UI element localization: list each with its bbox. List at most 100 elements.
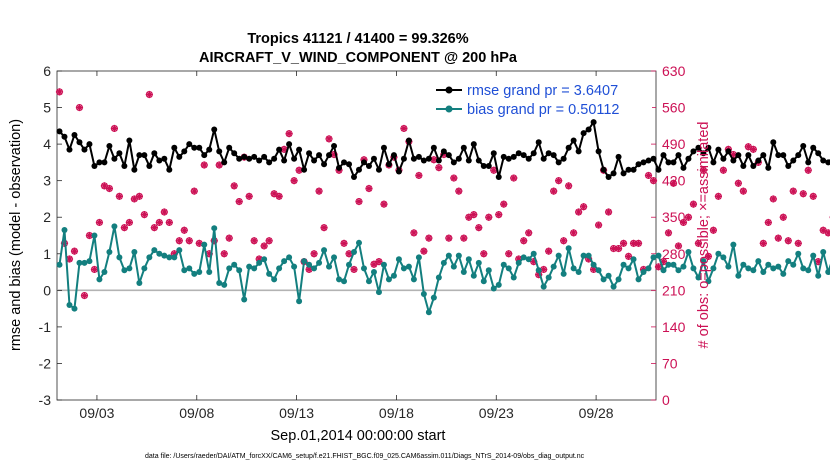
rmse-point (450, 159, 457, 166)
rmse-point (725, 148, 732, 155)
assimilated-obs-marker (530, 258, 538, 266)
bias-point (121, 267, 128, 274)
assimilated-obs-marker (425, 234, 433, 242)
rmse-point (600, 166, 607, 173)
rmse-point (355, 166, 362, 173)
rmse-point (620, 170, 627, 177)
rmse-point (131, 166, 138, 173)
assimilated-obs-marker (779, 213, 787, 221)
bias-point (61, 227, 68, 234)
bias-point (106, 248, 113, 255)
rmse-point (266, 159, 273, 166)
assimilated-obs-marker (370, 260, 378, 268)
bias-point (211, 225, 218, 232)
legend: rmse grand pr = 3.6407 bias grand pr = 0.… (430, 76, 652, 118)
assimilated-obs-marker (250, 237, 258, 245)
assimilated-obs-marker (245, 192, 253, 200)
bias-point (655, 252, 662, 259)
rmse-point (515, 150, 522, 157)
rmse-point (360, 159, 367, 166)
bias-point (221, 281, 228, 288)
bias-point (341, 278, 348, 285)
y-left-tick-label: 2 (43, 209, 51, 225)
assimilated-obs-marker (500, 200, 508, 208)
assimilated-obs-marker (799, 190, 807, 198)
bias-point (465, 256, 472, 263)
y-right-tick-label: 630 (662, 63, 686, 79)
bias-point (166, 254, 173, 261)
bias-point (360, 265, 367, 272)
rmse-point (176, 153, 183, 160)
x-tick-label: 09/13 (279, 405, 314, 421)
rmse-point (251, 153, 258, 160)
rmse-point (495, 174, 502, 181)
rmse-point (670, 159, 677, 166)
y-left-tick-label: 6 (43, 63, 51, 79)
assimilated-obs-marker (684, 213, 693, 221)
rmse-point (296, 146, 303, 153)
rmse-point (540, 155, 547, 162)
rmse-point (161, 155, 168, 162)
rmse-point (351, 174, 358, 181)
assimilated-obs-marker (190, 187, 198, 195)
bias-point (745, 265, 752, 272)
bias-point (415, 254, 422, 261)
y-right-tick-label: 350 (662, 209, 686, 225)
rmse-point (520, 152, 527, 159)
bias-point (580, 252, 587, 259)
assimilated-obs-marker (525, 229, 533, 237)
bias-point (425, 309, 432, 316)
rmse-point (590, 119, 597, 126)
bias-point (296, 298, 303, 305)
assimilated-obs-marker (649, 177, 658, 185)
rmse-point (435, 157, 442, 164)
rmse-point (336, 164, 343, 171)
bias-point (780, 270, 787, 277)
y-right-tick-label: 490 (662, 136, 686, 152)
bias-point (281, 258, 288, 265)
assimilated-obs-marker (275, 192, 283, 200)
bias-point (196, 269, 203, 276)
bias-point (261, 256, 268, 263)
bias-point (755, 258, 762, 265)
rmse-point (191, 144, 198, 151)
assimilated-obs-marker (470, 211, 478, 219)
rmse-point (720, 155, 727, 162)
assimilated-obs-marker (445, 234, 453, 242)
bias-point (800, 265, 807, 272)
bias-point (216, 280, 223, 287)
rmse-point (615, 153, 622, 160)
assimilated-obs-marker (794, 239, 802, 247)
rmse-point (166, 166, 173, 173)
assimilated-obs-marker (460, 234, 468, 242)
bias-point (795, 250, 802, 257)
assimilated-obs-marker (744, 143, 752, 151)
rmse-point (480, 163, 487, 170)
rmse-point (665, 159, 672, 166)
rmse-point (760, 152, 767, 159)
rmse-point (765, 164, 772, 171)
bias-point (515, 259, 522, 266)
bias-point (385, 276, 392, 283)
assimilated-obs-marker (65, 255, 74, 263)
bias-point (645, 265, 652, 272)
rmse-point (650, 155, 657, 162)
assimilated-obs-marker (100, 182, 109, 190)
bias-point (640, 269, 647, 276)
bias-point (161, 252, 168, 259)
rmse-point (710, 159, 717, 166)
assimilated-obs-marker (704, 252, 713, 260)
bias-point (450, 263, 457, 270)
rmse-point (301, 166, 308, 173)
rmse-point (685, 155, 692, 162)
rmse-point (795, 152, 802, 159)
bias-point (525, 256, 532, 263)
assimilated-obs-marker (629, 239, 638, 247)
y-left-tick-label: 3 (43, 173, 51, 189)
assimilated-obs-marker (485, 213, 493, 221)
assimilated-obs-marker (120, 224, 128, 232)
rmse-point (805, 159, 812, 166)
bias-point (81, 259, 88, 266)
rmse-point (101, 159, 108, 166)
